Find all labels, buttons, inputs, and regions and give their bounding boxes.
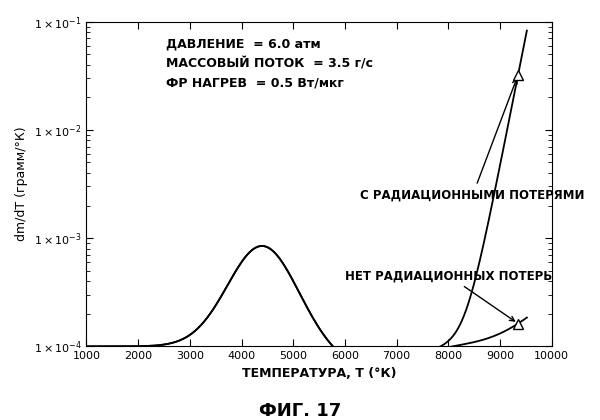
- Text: С РАДИАЦИОННЫМИ ПОТЕРЯМИ: С РАДИАЦИОННЫМИ ПОТЕРЯМИ: [361, 79, 585, 202]
- Text: НЕТ РАДИАЦИОННЫХ ПОТЕРЬ: НЕТ РАДИАЦИОННЫХ ПОТЕРЬ: [345, 269, 552, 321]
- Text: ФИГ. 17: ФИГ. 17: [259, 402, 341, 420]
- Y-axis label: dm/dT (грамм/°К): dm/dT (грамм/°К): [15, 127, 28, 241]
- X-axis label: ТЕМПЕРАТУРА, T (°К): ТЕМПЕРАТУРА, T (°К): [242, 367, 397, 380]
- Text: ДАВЛЕНИЕ  = 6.0 атм
МАССОВЫЙ ПОТОК  = 3.5 г/с
ФР НАГРЕВ  = 0.5 Вт/мкг: ДАВЛЕНИЕ = 6.0 атм МАССОВЫЙ ПОТОК = 3.5 …: [166, 38, 373, 90]
